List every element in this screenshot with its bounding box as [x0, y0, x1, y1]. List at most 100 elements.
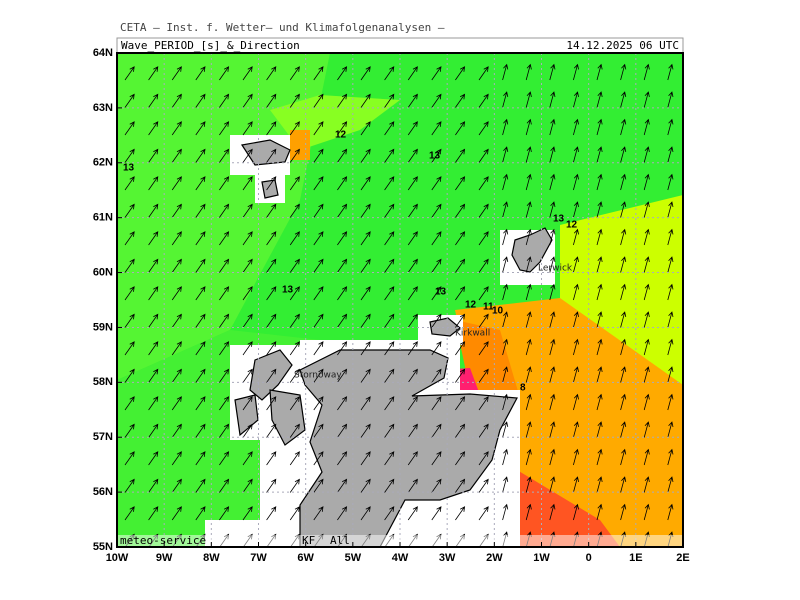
arrow	[289, 203, 300, 218]
arrow	[455, 478, 466, 493]
arrow	[124, 231, 135, 246]
arrow	[573, 366, 579, 383]
arrow	[431, 66, 442, 81]
arrow	[431, 506, 442, 521]
arrow	[124, 148, 135, 163]
arrow	[573, 393, 579, 411]
arrow	[384, 148, 395, 163]
arrow	[384, 368, 395, 383]
arrow	[525, 91, 532, 108]
arrow	[643, 476, 650, 493]
arrow	[455, 396, 466, 411]
arrow	[643, 146, 650, 163]
arrow	[596, 393, 603, 411]
arrow	[407, 506, 418, 521]
date: 14.12.2025 06 UTC	[566, 39, 679, 52]
arrow	[289, 93, 300, 108]
arrow	[148, 423, 159, 438]
lat-label: 55N	[93, 541, 113, 553]
arrow	[502, 366, 509, 383]
arrow	[242, 66, 253, 81]
arrow	[313, 121, 324, 136]
arrow	[219, 148, 230, 163]
arrow	[124, 66, 135, 81]
arrow	[360, 423, 371, 438]
arrow	[242, 203, 253, 218]
arrow	[525, 338, 532, 356]
arrow	[266, 506, 277, 521]
arrow	[643, 201, 650, 218]
arrow	[313, 93, 324, 108]
arrow	[195, 121, 206, 136]
arrow	[643, 421, 650, 438]
footer-run: All	[330, 534, 350, 547]
arrow	[478, 66, 489, 81]
arrow	[337, 148, 348, 163]
arrow	[148, 66, 159, 81]
arrow	[573, 311, 579, 328]
arrow	[360, 341, 371, 356]
arrow	[313, 66, 324, 81]
arrow	[384, 313, 395, 328]
arrow	[573, 201, 579, 218]
arrow	[549, 173, 556, 191]
arrow	[266, 396, 277, 411]
arrow	[525, 393, 532, 411]
arrow	[337, 368, 348, 383]
lon-label: 4W	[392, 552, 409, 564]
arrow	[407, 341, 418, 356]
arrow	[620, 503, 627, 521]
arrow	[525, 366, 532, 383]
arrow	[171, 451, 182, 466]
arrow	[360, 176, 371, 191]
arrow	[289, 396, 300, 411]
header: CETA – Inst. f. Wetter– und Klimafolgena…	[120, 21, 445, 34]
arrow	[407, 396, 418, 411]
arrow	[219, 313, 230, 328]
arrow	[313, 368, 324, 383]
arrow	[407, 423, 418, 438]
arrow	[242, 286, 253, 301]
arrow	[407, 286, 418, 301]
arrow	[573, 146, 579, 163]
arrow	[643, 91, 650, 108]
lat-label: 56N	[93, 486, 113, 498]
arrow	[219, 286, 230, 301]
arrow	[478, 286, 489, 301]
arrow	[266, 286, 277, 301]
lon-label: 3W	[439, 552, 456, 564]
arrow	[148, 341, 159, 356]
arrow	[171, 231, 182, 246]
arrow	[289, 313, 300, 328]
arrow	[124, 478, 135, 493]
arrow	[360, 506, 371, 521]
footer-model: KF	[302, 534, 315, 547]
grid	[117, 53, 683, 547]
arrow	[667, 393, 674, 411]
arrow	[620, 421, 627, 438]
arrow	[219, 341, 230, 356]
arrow	[313, 203, 324, 218]
arrow	[148, 396, 159, 411]
arrow	[431, 368, 442, 383]
arrow	[502, 256, 509, 273]
arrow	[667, 338, 674, 356]
arrow	[195, 313, 206, 328]
arrow	[596, 228, 603, 246]
arrow	[431, 451, 442, 466]
arrow	[242, 506, 253, 521]
arrow	[124, 423, 135, 438]
arrow	[455, 203, 466, 218]
arrow	[667, 228, 674, 246]
arrow	[431, 231, 442, 246]
arrow	[478, 203, 489, 218]
arrow	[620, 173, 627, 191]
arrow	[620, 393, 627, 411]
arrow	[431, 148, 442, 163]
arrow	[242, 451, 253, 466]
arrow	[431, 121, 442, 136]
arrow	[148, 176, 159, 191]
arrow	[337, 506, 348, 521]
arrow	[219, 423, 230, 438]
arrow	[360, 203, 371, 218]
